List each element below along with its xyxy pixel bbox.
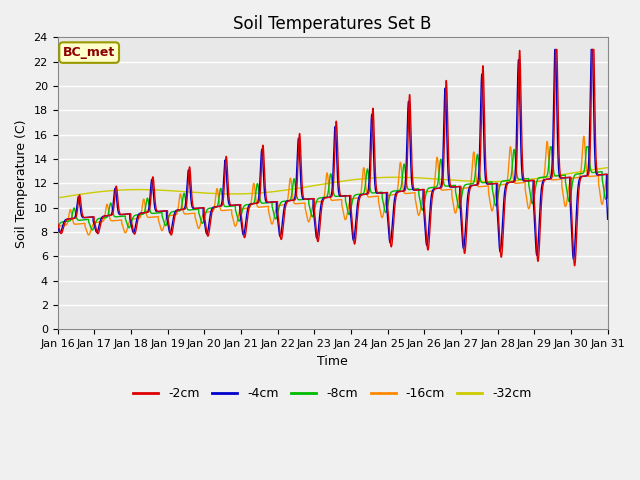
-4cm [456, 184, 463, 190]
Line: -16cm: -16cm [58, 136, 607, 235]
-32cm [487, 179, 495, 184]
-8cm [54, 226, 61, 232]
X-axis label: Time: Time [317, 355, 348, 368]
-2cm [552, 47, 559, 52]
-32cm [456, 178, 463, 183]
-8cm [88, 227, 96, 233]
-4cm [152, 208, 160, 214]
-16cm [426, 189, 433, 194]
-16cm [456, 189, 464, 194]
-4cm [54, 223, 61, 229]
-16cm [604, 174, 611, 180]
-16cm [153, 214, 161, 220]
-8cm [312, 200, 320, 206]
-16cm [312, 199, 320, 205]
-16cm [487, 205, 495, 211]
-32cm [603, 165, 611, 171]
-2cm [487, 181, 495, 187]
-8cm [604, 192, 611, 197]
-2cm [426, 236, 433, 242]
-8cm [604, 188, 611, 194]
-32cm [54, 195, 61, 201]
-8cm [456, 204, 464, 209]
Line: -2cm: -2cm [58, 49, 607, 266]
-32cm [312, 182, 320, 188]
-4cm [426, 216, 433, 222]
-2cm [604, 171, 611, 177]
-4cm [487, 181, 495, 187]
-16cm [580, 133, 588, 139]
-32cm [426, 176, 433, 181]
Line: -32cm: -32cm [58, 168, 607, 198]
-16cm [85, 232, 93, 238]
-2cm [54, 220, 61, 226]
-4cm [604, 216, 611, 222]
-2cm [152, 207, 160, 213]
Legend: -2cm, -4cm, -8cm, -16cm, -32cm: -2cm, -4cm, -8cm, -16cm, -32cm [129, 382, 537, 405]
Y-axis label: Soil Temperature (C): Soil Temperature (C) [15, 119, 28, 248]
-2cm [571, 263, 579, 269]
-16cm [604, 173, 611, 179]
-32cm [152, 187, 160, 193]
-4cm [312, 232, 320, 238]
-4cm [604, 205, 611, 211]
Line: -8cm: -8cm [58, 147, 607, 230]
Title: Soil Temperatures Set B: Soil Temperatures Set B [234, 15, 432, 33]
-2cm [312, 225, 320, 230]
-4cm [570, 256, 577, 262]
-8cm [153, 210, 161, 216]
-32cm [604, 165, 611, 170]
-2cm [604, 195, 611, 201]
Text: BC_met: BC_met [63, 46, 115, 59]
-2cm [456, 184, 463, 190]
-8cm [426, 185, 433, 191]
-16cm [54, 224, 61, 229]
-8cm [487, 179, 495, 185]
-8cm [547, 144, 554, 150]
Line: -4cm: -4cm [58, 49, 607, 259]
-4cm [551, 47, 559, 52]
